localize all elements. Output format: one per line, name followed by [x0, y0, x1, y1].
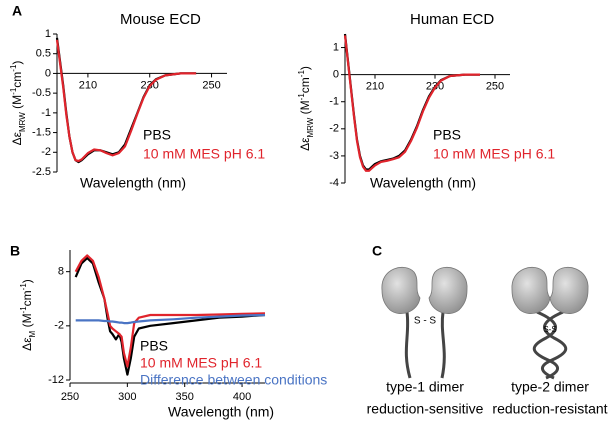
stalk	[404, 311, 412, 379]
x-axis-label: Wavelength (nm)	[168, 404, 274, 420]
legend-label: Difference between conditions	[140, 372, 327, 388]
x-tick-label: 250	[61, 391, 79, 403]
y-axis-label: ΔεM (M-1cm-1)	[19, 279, 37, 351]
y-axis-label-part: )	[298, 66, 312, 70]
chart-title: Mouse ECD	[120, 11, 201, 28]
y-axis-label-part: -1	[297, 93, 306, 101]
y-tick-label: -4	[329, 177, 339, 189]
y-axis-label-part: -1	[9, 87, 18, 95]
domain-head	[511, 267, 551, 314]
y-axis-label-part: -1	[19, 306, 28, 314]
y-tick-label: -1	[41, 107, 51, 119]
x-tick-label: 250	[202, 79, 220, 91]
x-axis-label: Wavelength (nm)	[370, 175, 476, 191]
x-tick-label: 300	[118, 391, 136, 403]
dimer-label: type-2 dimer	[511, 379, 589, 395]
legend-label: 10 mM MES pH 6.1	[140, 355, 262, 371]
y-tick-label: -2.5	[32, 166, 51, 178]
y-axis-label-part: )	[20, 279, 34, 283]
y-axis-label-part: MRW	[306, 117, 315, 137]
data-line	[74, 254, 266, 368]
y-axis-label-part: -1	[19, 283, 28, 291]
y-axis-label-part: cm	[20, 290, 34, 306]
panel-label: C	[372, 243, 382, 259]
y-tick-label: 0	[45, 67, 51, 79]
y-tick-label: -12	[48, 374, 64, 386]
y-tick-label: -1.5	[32, 126, 51, 138]
y-axis-label-part: cm	[298, 77, 312, 93]
y-tick-label: -2	[54, 320, 64, 332]
y-tick-label: -2	[41, 146, 51, 158]
y-tick-label: 1	[45, 28, 51, 40]
legend-label: PBS	[433, 127, 461, 143]
y-axis-label-part: (M	[298, 100, 312, 117]
x-tick-label: 350	[176, 391, 194, 403]
y-tick-label: -3	[329, 150, 339, 162]
legend-label: PBS	[143, 127, 171, 143]
y-tick-label: 8	[58, 266, 64, 278]
data-line	[55, 39, 197, 163]
x-tick-label: 400	[233, 391, 251, 403]
y-axis-label-part: Δε	[20, 337, 34, 351]
y-tick-label: -1	[329, 96, 339, 108]
y-axis-label-part: -1	[9, 64, 18, 72]
y-axis-label-part: -1	[297, 70, 306, 78]
y-tick-label: -2	[329, 123, 339, 135]
y-tick-label: 0.5	[36, 48, 51, 60]
chart-title: Human ECD	[410, 11, 494, 28]
stalk	[532, 310, 559, 380]
disulfide-label: S-S	[543, 325, 556, 334]
x-tick-label: 210	[79, 79, 97, 91]
legend-label: 10 mM MES pH 6.1	[433, 146, 555, 162]
domain-head	[381, 267, 421, 314]
legend-label: 10 mM MES pH 6.1	[143, 146, 265, 162]
y-axis-label-part: )	[10, 61, 24, 65]
panel-label: B	[10, 243, 20, 259]
y-axis-label-part: Δε	[298, 137, 312, 151]
stalk	[541, 310, 568, 380]
legend-label: PBS	[140, 338, 168, 354]
domain-head	[549, 267, 589, 314]
x-axis-label: Wavelength (nm)	[80, 175, 186, 191]
y-axis-label-part: Δε	[10, 131, 24, 145]
dimer-desc: reduction-sensitive	[367, 401, 484, 417]
y-tick-label: 1	[333, 41, 339, 53]
y-axis-label: ΔεMRW (M-1cm-1)	[9, 61, 27, 146]
data-line	[75, 313, 266, 325]
y-tick-label: 0	[333, 69, 339, 81]
diagram: S - S S-S type-1 dimer reduction-sensiti…	[367, 267, 608, 417]
y-axis-label-part: M	[28, 330, 37, 337]
y-axis-label-part: (M	[10, 95, 24, 112]
panel-label: A	[12, 3, 22, 19]
y-axis-label-part: cm	[10, 72, 24, 88]
y-tick-label: -0.5	[32, 87, 51, 99]
disulfide-label: S - S	[414, 316, 437, 327]
y-axis-label-part: MRW	[18, 112, 27, 132]
data-line	[343, 35, 480, 172]
stalk	[440, 311, 446, 379]
domain-head	[428, 267, 468, 314]
x-tick-label: 210	[366, 81, 384, 93]
dimer-desc: reduction-resistant	[492, 401, 607, 417]
y-axis-label: ΔεMRW (M-1cm-1)	[297, 66, 315, 151]
dimer-label: type-1 dimer	[386, 379, 464, 395]
y-axis-label-part: (M	[20, 313, 34, 330]
x-tick-label: 250	[486, 81, 504, 93]
